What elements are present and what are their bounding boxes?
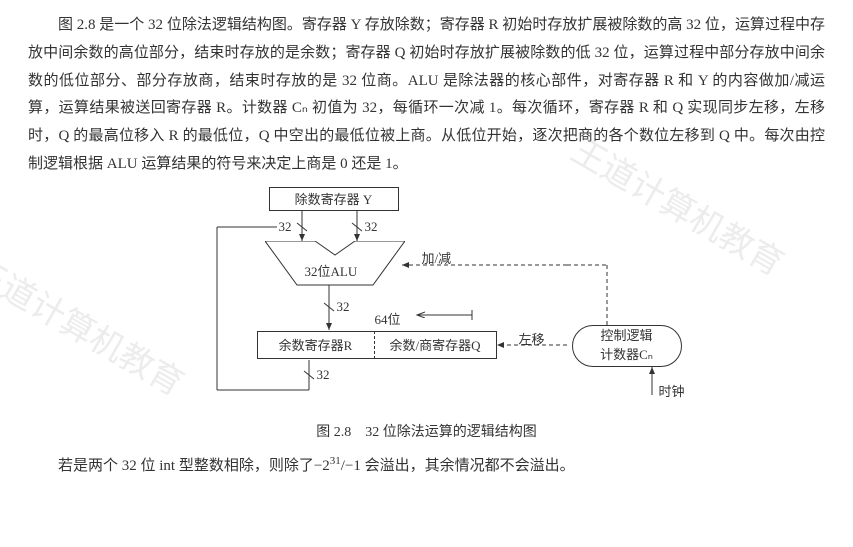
divisor-register-box: 除数寄存器 Y [269,187,399,211]
bit32-label: 32 [317,367,330,383]
bit32-label: 32 [337,299,350,315]
shift-left-label: 左移 [519,329,545,348]
figure-caption: 图 2.8 32 位除法运算的逻辑结构图 [28,421,825,441]
q-label: 余数/商寄存器Q [389,335,480,354]
bit32-label: 32 [279,219,292,235]
quotient-register-q: 余数/商寄存器Q [375,331,497,359]
diagram-container: 除数寄存器 Y 32位ALU 32 32 32 32 64位 余数寄存器R 余数… [28,185,825,415]
alu-label: 32位ALU [305,261,358,280]
footer-sup: 31 [330,455,341,467]
division-diagram: 除数寄存器 Y 32位ALU 32 32 32 32 64位 余数寄存器R 余数… [147,185,707,415]
control-logic-box: 控制逻辑 计数器Cₙ [572,325,682,367]
footer-paragraph: 若是两个 32 位 int 型整数相除，则除了−231/−1 会溢出，其余情况都… [28,451,825,481]
footer-b: /−1 会溢出，其余情况都不会溢出。 [341,458,575,474]
clock-label: 时钟 [659,381,685,400]
bit32-label: 32 [365,219,378,235]
diagram-svg [147,185,707,415]
r-label: 余数寄存器R [279,335,353,354]
bit64-label: 64位 [375,309,401,328]
ctrl-line1: 控制逻辑 [600,328,652,343]
remainder-register-r: 余数寄存器R [257,331,375,359]
paragraph-body: 图 2.8 是一个 32 位除法逻辑结构图。寄存器 Y 存放除数；寄存器 R 初… [28,12,825,179]
footer-a: 若是两个 32 位 int 型整数相除，则除了−2 [58,458,330,474]
ctrl-line2: 计数器Cₙ [600,347,653,362]
add-sub-label: 加/减 [422,248,452,267]
